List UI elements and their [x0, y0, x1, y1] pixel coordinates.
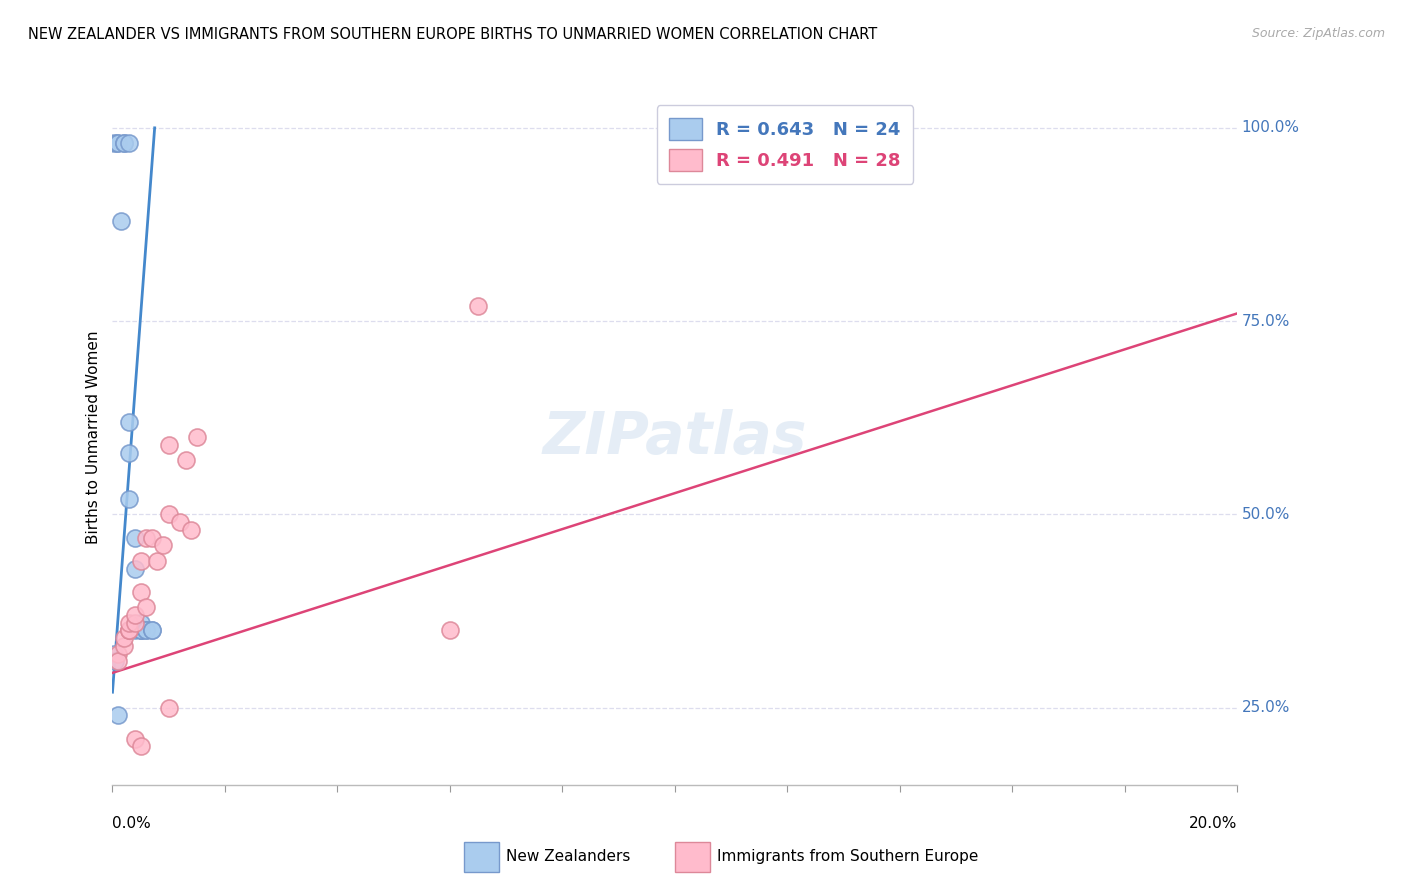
- Point: [103, 136, 125, 151]
- Point: [141, 624, 163, 638]
- Text: 20.0%: 20.0%: [1189, 816, 1237, 831]
- Point: [118, 624, 141, 638]
- Point: [124, 615, 146, 630]
- Point: [186, 430, 208, 444]
- Point: [129, 624, 152, 638]
- Point: [169, 515, 191, 529]
- Point: [118, 624, 141, 638]
- Point: [180, 523, 202, 537]
- Point: [157, 700, 180, 714]
- Point: [467, 299, 489, 313]
- Point: [174, 453, 197, 467]
- Point: [107, 654, 129, 668]
- Text: 50.0%: 50.0%: [1241, 507, 1289, 522]
- Text: ZIPatlas: ZIPatlas: [543, 409, 807, 466]
- Point: [107, 136, 129, 151]
- Point: [129, 584, 152, 599]
- Text: 100.0%: 100.0%: [1241, 120, 1299, 136]
- Point: [135, 600, 157, 615]
- Point: [118, 415, 141, 429]
- Point: [110, 213, 132, 227]
- Point: [104, 654, 127, 668]
- Point: [118, 136, 141, 151]
- Point: [129, 624, 152, 638]
- Point: [129, 739, 152, 754]
- Point: [141, 624, 163, 638]
- Text: 25.0%: 25.0%: [1241, 700, 1289, 715]
- Text: Immigrants from Southern Europe: Immigrants from Southern Europe: [717, 849, 979, 863]
- Point: [124, 531, 146, 545]
- Point: [112, 639, 135, 653]
- Point: [135, 624, 157, 638]
- Point: [135, 531, 157, 545]
- Point: [152, 538, 174, 552]
- Point: [112, 136, 135, 151]
- Text: New Zealanders: New Zealanders: [506, 849, 630, 863]
- Point: [118, 491, 141, 506]
- Point: [157, 508, 180, 522]
- Point: [112, 631, 135, 645]
- Point: [157, 438, 180, 452]
- Text: NEW ZEALANDER VS IMMIGRANTS FROM SOUTHERN EUROPE BIRTHS TO UNMARRIED WOMEN CORRE: NEW ZEALANDER VS IMMIGRANTS FROM SOUTHER…: [28, 27, 877, 42]
- Point: [146, 554, 169, 568]
- Point: [439, 624, 461, 638]
- Point: [112, 136, 135, 151]
- Point: [107, 708, 129, 723]
- Point: [105, 136, 128, 151]
- Text: 0.0%: 0.0%: [112, 816, 152, 831]
- Point: [124, 561, 146, 575]
- Point: [129, 615, 152, 630]
- Text: Source: ZipAtlas.com: Source: ZipAtlas.com: [1251, 27, 1385, 40]
- Point: [118, 445, 141, 459]
- Legend: R = 0.643   N = 24, R = 0.491   N = 28: R = 0.643 N = 24, R = 0.491 N = 28: [657, 105, 914, 184]
- Point: [103, 647, 125, 661]
- Point: [118, 615, 141, 630]
- Point: [124, 607, 146, 622]
- Text: 75.0%: 75.0%: [1241, 314, 1289, 328]
- Point: [141, 531, 163, 545]
- Point: [124, 624, 146, 638]
- Point: [135, 624, 157, 638]
- Point: [107, 647, 129, 661]
- Point: [129, 624, 152, 638]
- Point: [124, 731, 146, 746]
- Point: [129, 554, 152, 568]
- Point: [118, 624, 141, 638]
- Y-axis label: Births to Unmarried Women: Births to Unmarried Women: [86, 330, 101, 544]
